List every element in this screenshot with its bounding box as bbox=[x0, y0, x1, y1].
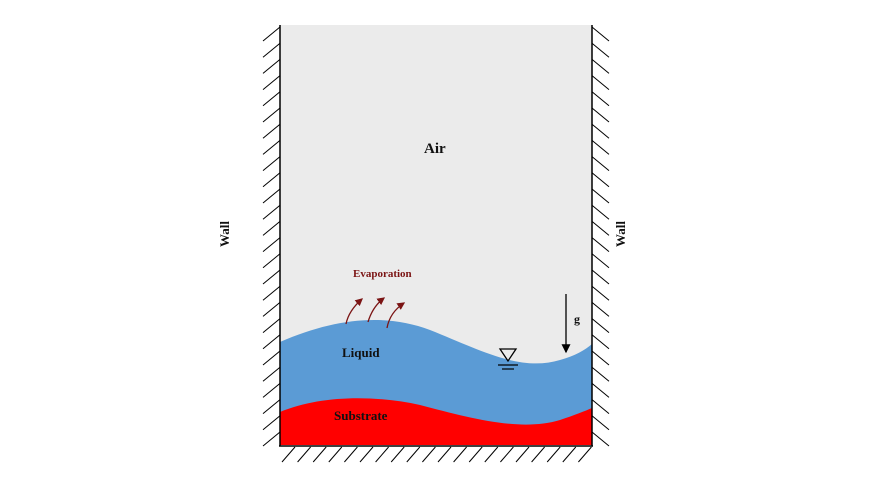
hatch-line bbox=[591, 140, 610, 155]
hatch-line bbox=[591, 269, 610, 285]
hatch-line bbox=[468, 446, 483, 463]
hatch-line bbox=[591, 399, 610, 414]
free-surface-triangle-icon bbox=[498, 348, 518, 370]
hatch-line bbox=[262, 75, 281, 90]
hatch-line bbox=[453, 446, 467, 463]
hatch-line bbox=[344, 446, 358, 463]
hatch-line bbox=[591, 383, 610, 398]
hatch-line bbox=[312, 446, 327, 463]
hatch-line bbox=[262, 269, 281, 285]
hatch-line bbox=[531, 446, 545, 463]
bottom-wall-hatching bbox=[281, 446, 592, 463]
hatch-line bbox=[328, 446, 343, 463]
hatch-line bbox=[262, 107, 281, 123]
hatch-line bbox=[591, 91, 610, 107]
hatch-line bbox=[484, 446, 499, 463]
evaporation-arrow-icon bbox=[386, 302, 406, 329]
hatch-line bbox=[262, 156, 281, 171]
hatch-line bbox=[591, 221, 610, 236]
hatch-line bbox=[591, 75, 610, 90]
hatch-line bbox=[262, 188, 281, 204]
substrate-label: Substrate bbox=[334, 408, 388, 423]
left-wall-hatching bbox=[262, 26, 281, 447]
hatch-line bbox=[375, 446, 389, 463]
hatch-line bbox=[262, 237, 281, 252]
hatch-line bbox=[591, 237, 610, 252]
hatch-line bbox=[591, 123, 610, 139]
hatch-line bbox=[591, 172, 610, 188]
hatch-line bbox=[262, 221, 281, 236]
hatch-line bbox=[262, 383, 281, 398]
evaporation-arrow-icon bbox=[345, 298, 363, 325]
hatch-line bbox=[297, 446, 311, 463]
hatch-line bbox=[262, 318, 281, 333]
hatch-line bbox=[591, 350, 610, 366]
hatch-line bbox=[262, 431, 281, 447]
hatch-line bbox=[562, 446, 577, 463]
hatch-line bbox=[390, 446, 405, 463]
hatch-line bbox=[591, 253, 610, 269]
evaporation-label: Evaporation bbox=[353, 268, 412, 280]
hatch-line bbox=[591, 26, 610, 42]
hatch-line bbox=[515, 446, 530, 463]
hatch-line bbox=[262, 42, 281, 58]
hatch-line bbox=[262, 253, 281, 269]
right-wall-hatching bbox=[591, 26, 610, 447]
hatch-line bbox=[546, 446, 561, 463]
hatch-line bbox=[591, 156, 610, 171]
hatch-line bbox=[262, 26, 281, 42]
liquid-label: Liquid bbox=[342, 345, 380, 360]
hatch-line bbox=[591, 431, 610, 447]
hatch-line bbox=[262, 285, 281, 301]
hatch-line bbox=[591, 204, 610, 220]
hatch-line bbox=[591, 42, 610, 58]
gravity-label: g bbox=[574, 312, 580, 326]
hatch-line bbox=[262, 350, 281, 366]
hatch-line bbox=[262, 172, 281, 188]
hatch-line bbox=[406, 446, 421, 463]
right-wall-label: Wall bbox=[613, 220, 629, 248]
hatch-line bbox=[262, 91, 281, 107]
hatch-line bbox=[262, 366, 281, 382]
hatch-line bbox=[591, 415, 610, 431]
hatch-line bbox=[262, 415, 281, 431]
air-label: Air bbox=[424, 141, 446, 157]
hatch-line bbox=[262, 204, 281, 220]
hatch-line bbox=[591, 285, 610, 301]
hatch-line bbox=[437, 446, 452, 463]
hatch-line bbox=[359, 446, 374, 463]
substrate-region bbox=[280, 398, 592, 445]
hatch-line bbox=[262, 123, 281, 139]
hatch-line bbox=[262, 302, 281, 317]
hatch-line bbox=[591, 59, 610, 74]
hatch-line bbox=[262, 334, 281, 350]
hatch-line bbox=[591, 302, 610, 317]
hatch-line bbox=[591, 188, 610, 204]
hatch-line bbox=[591, 334, 610, 350]
evaporation-arrow-icon bbox=[367, 297, 386, 323]
hatch-line bbox=[500, 446, 514, 463]
hatch-line bbox=[591, 366, 610, 382]
left-wall-label: Wall bbox=[217, 220, 233, 248]
hatch-line bbox=[262, 59, 281, 74]
hatch-line bbox=[591, 107, 610, 123]
hatch-line bbox=[281, 446, 296, 463]
hatch-line bbox=[422, 446, 436, 463]
hatch-line bbox=[591, 318, 610, 333]
hatch-line bbox=[578, 446, 592, 463]
hatch-line bbox=[262, 140, 281, 155]
hatch-line bbox=[262, 399, 281, 414]
